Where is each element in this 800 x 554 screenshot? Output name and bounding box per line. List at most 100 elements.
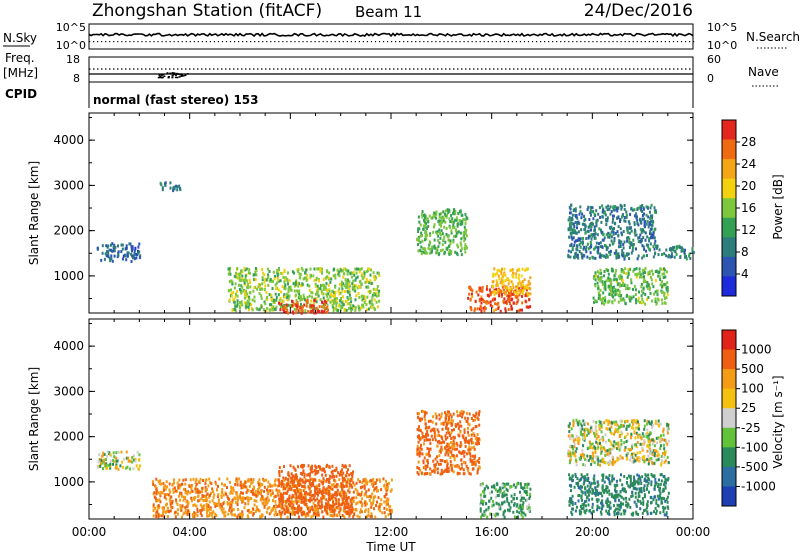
data-cell (588, 256, 591, 260)
data-cell (155, 492, 158, 496)
data-cell (334, 493, 336, 496)
data-cell (274, 274, 276, 278)
data-cell (685, 254, 687, 258)
data-cell (436, 467, 439, 471)
data-cell (452, 225, 454, 229)
data-cell (501, 275, 504, 279)
data-cell (418, 452, 421, 456)
data-cell (156, 499, 159, 503)
data-cell (603, 270, 606, 273)
data-cell (205, 478, 208, 482)
data-cell (241, 515, 244, 519)
data-cell (265, 291, 268, 294)
data-cell (595, 221, 598, 225)
data-cell (263, 288, 266, 292)
data-cell (658, 274, 661, 278)
data-cell (574, 207, 577, 211)
data-cell (190, 496, 193, 500)
data-cell (346, 282, 348, 286)
data-cell (280, 271, 283, 275)
data-cell (387, 513, 390, 517)
data-cell (649, 275, 652, 279)
data-cell (639, 300, 641, 304)
y-tick-label: 2000 (53, 224, 84, 238)
data-cell (621, 254, 624, 258)
data-cell (656, 290, 659, 293)
data-cell (325, 301, 328, 305)
data-cell (428, 447, 431, 451)
data-cell (614, 231, 617, 235)
data-cell (274, 308, 277, 312)
nsearch-tick-low: 10^0 (707, 39, 737, 52)
data-cell (101, 461, 104, 465)
data-cell (452, 238, 455, 242)
data-cell (235, 292, 237, 296)
data-cell (294, 496, 297, 500)
data-cell (327, 308, 329, 312)
freq-tick-low: 8 (73, 72, 80, 85)
data-cell (314, 464, 317, 468)
data-cell (332, 309, 335, 313)
data-cell (659, 283, 662, 287)
data-cell (326, 289, 329, 292)
data-cell (433, 238, 436, 242)
data-cell (334, 290, 337, 294)
data-cell (377, 293, 380, 297)
data-cell (237, 498, 239, 502)
data-cell (230, 279, 233, 283)
data-cell (268, 293, 271, 297)
data-cell (599, 459, 602, 463)
data-cell (490, 485, 493, 489)
data-cell (653, 236, 656, 240)
data-cell (335, 483, 338, 487)
data-cell (368, 281, 371, 285)
data-cell (490, 291, 493, 295)
data-cell (117, 250, 120, 254)
data-cell (170, 495, 173, 499)
data-cell (353, 273, 356, 277)
data-cell (199, 509, 202, 513)
data-cell (447, 211, 450, 214)
data-cell (162, 507, 165, 511)
data-cell (577, 230, 580, 234)
data-cell (449, 463, 452, 467)
data-cell (246, 302, 249, 305)
nsearch-dot (370, 41, 373, 43)
data-cell (310, 304, 313, 308)
data-cell (626, 419, 629, 423)
data-cell (419, 248, 422, 252)
data-cell (623, 204, 626, 207)
data-cell (173, 486, 176, 490)
data-cell (279, 515, 282, 519)
data-cell (472, 432, 475, 436)
data-cell (665, 254, 668, 258)
data-cell (478, 457, 481, 461)
data-cell (286, 271, 289, 275)
data-cell (635, 233, 638, 237)
data-cell (626, 432, 629, 436)
data-cell (261, 483, 264, 486)
data-cell (247, 271, 250, 275)
data-cell (651, 223, 653, 227)
nsearch-dot (399, 41, 401, 43)
data-cell (377, 305, 379, 309)
nsearch-dot (157, 41, 159, 43)
data-cell (246, 282, 249, 286)
data-cell (425, 237, 428, 241)
nsearch-dot (109, 41, 111, 43)
data-cell (682, 249, 685, 253)
data-cell (232, 486, 235, 490)
data-cell (247, 286, 249, 290)
data-cell (651, 451, 654, 454)
data-cell (504, 300, 507, 304)
data-cell (152, 514, 155, 518)
data-cell (456, 253, 459, 257)
data-cell (195, 504, 198, 508)
nsearch-dot (93, 41, 95, 43)
data-cell (423, 438, 426, 442)
data-cell (305, 299, 308, 303)
data-cell (137, 251, 140, 255)
data-cell (178, 478, 181, 482)
data-cell (576, 248, 579, 252)
nsearch-dot (378, 41, 381, 43)
